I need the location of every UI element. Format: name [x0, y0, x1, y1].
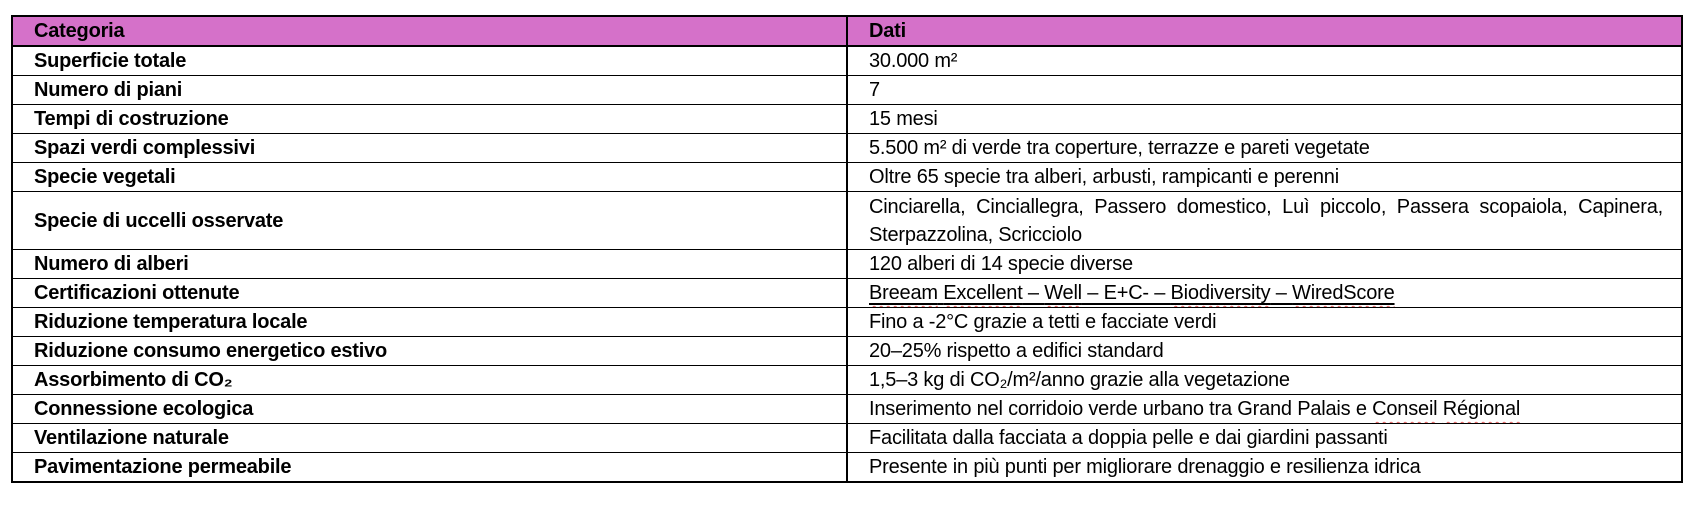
table-row: Pavimentazione permeabile Presente in più… [11, 452, 1683, 483]
misspelled-word: Well [1044, 282, 1082, 304]
category-cell: Numero di piani [11, 75, 848, 105]
value-cell: Presente in più punti per migliorare dre… [846, 452, 1683, 483]
category-cell: Specie di uccelli osservate [11, 191, 848, 250]
table-row: Certificazioni ottenute Breeam Excellent … [11, 278, 1683, 308]
category-cell: Spazi verdi complessivi [11, 133, 848, 163]
category-cell: Tempi di costruzione [11, 104, 848, 134]
table-row: Assorbimento di CO₂ 1,5–3 kg di CO₂/m²/an… [11, 365, 1683, 395]
misspelled-word: Biodiversity [1170, 282, 1271, 304]
underlined-text: Breeam Excellent – Well – E+C- – Biodive… [869, 282, 1395, 304]
category-cell: Superficie totale [11, 45, 848, 76]
table-row: Ventilazione naturale Facilitata dalla fa… [11, 423, 1683, 453]
misspelled-word: Breeam [869, 282, 938, 304]
table-row: Numero di piani 7 [11, 75, 1683, 105]
misspelled-word: Conseil [1372, 398, 1438, 420]
misspelled-word: Régional [1442, 398, 1521, 420]
table-row: Tempi di costruzione 15 mesi [11, 104, 1683, 134]
value-cell: Fino a -2°C grazie a tetti e facciate ve… [846, 307, 1683, 337]
value-cell: 5.500 m² di verde tra coperture, terrazz… [846, 133, 1683, 163]
table-row: Specie di uccelli osservate Cinciarella, … [11, 191, 1683, 250]
header-cell-categoria: Categoria [11, 15, 848, 47]
category-cell: Certificazioni ottenute [11, 278, 848, 308]
value-cell: 1,5–3 kg di CO₂/m²/anno grazie alla vege… [846, 365, 1683, 395]
info-table: Categoria Dati Superficie totale 30.000 m… [11, 15, 1683, 483]
category-cell: Pavimentazione permeabile [11, 452, 848, 483]
table-row: Numero di alberi 120 alberi di 14 specie … [11, 249, 1683, 279]
header-row: Categoria Dati [11, 15, 1683, 47]
value-cell: Breeam Excellent – Well – E+C- – Biodive… [846, 278, 1683, 308]
value-cell: Facilitata dalla facciata a doppia pelle… [846, 423, 1683, 453]
value-cell: 15 mesi [846, 104, 1683, 134]
category-cell: Connessione ecologica [11, 394, 848, 424]
value-cell: Inserimento nel corridoio verde urbano t… [846, 394, 1683, 424]
category-cell: Riduzione temperatura locale [11, 307, 848, 337]
table-row: Specie vegetali Oltre 65 specie tra alber… [11, 162, 1683, 192]
table-body: Superficie totale 30.000 m² Numero di pian… [11, 45, 1683, 483]
category-cell: Specie vegetali [11, 162, 848, 192]
value-cell: Cinciarella, Cinciallegra, Passero domes… [846, 191, 1683, 250]
category-cell: Riduzione consumo energetico estivo [11, 336, 848, 366]
table-row: Riduzione consumo energetico estivo 20–25… [11, 336, 1683, 366]
table-container: Categoria Dati Superficie totale 30.000 m… [11, 15, 1683, 483]
value-cell: 7 [846, 75, 1683, 105]
category-cell: Ventilazione naturale [11, 423, 848, 453]
table-row: Spazi verdi complessivi 5.500 m² di verde… [11, 133, 1683, 163]
table-row: Superficie totale 30.000 m² [11, 45, 1683, 76]
category-cell: Numero di alberi [11, 249, 848, 279]
header-cell-dati: Dati [846, 15, 1683, 47]
value-cell: 30.000 m² [846, 45, 1683, 76]
misspelled-word: WiredScore [1292, 282, 1395, 304]
value-cell: 120 alberi di 14 specie diverse [846, 249, 1683, 279]
value-cell: Oltre 65 specie tra alberi, arbusti, ram… [846, 162, 1683, 192]
table-row: Riduzione temperatura locale Fino a -2°C … [11, 307, 1683, 337]
category-cell: Assorbimento di CO₂ [11, 365, 848, 395]
misspelled-word: Excellent [943, 282, 1023, 304]
table-row: Connessione ecologica Inserimento nel cor… [11, 394, 1683, 424]
value-cell: 20–25% rispetto a edifici standard [846, 336, 1683, 366]
